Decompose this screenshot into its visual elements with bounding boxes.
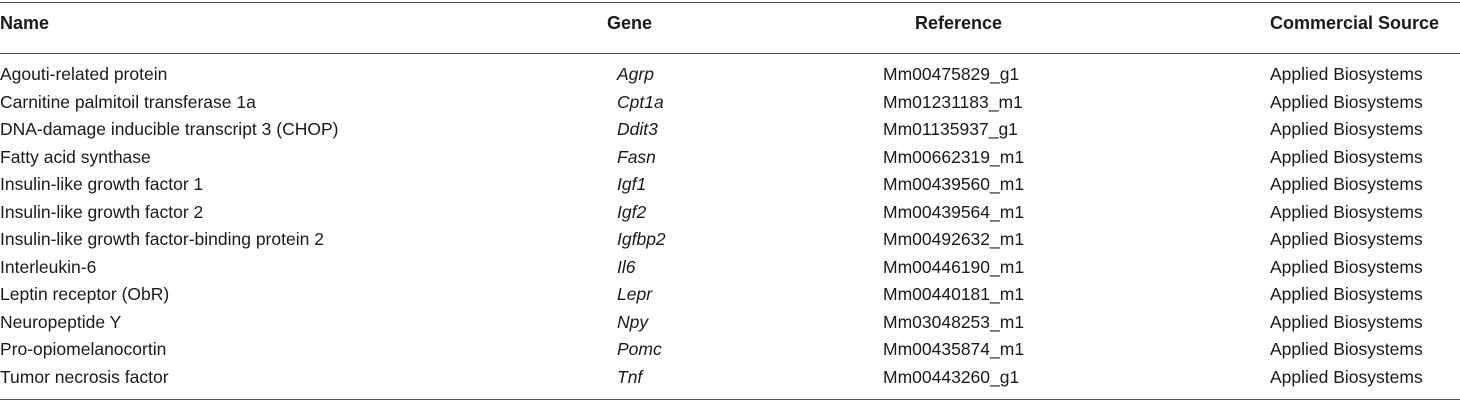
cell-source: Applied Biosystems (1270, 311, 1423, 332)
cell-reference: Mm00475829_g1 (883, 64, 1020, 84)
header-rule (0, 53, 1460, 54)
cell-name: Fatty acid synthase (0, 146, 151, 167)
cell-source: Applied Biosystems (1270, 256, 1423, 277)
cell-gene: Igfbp2 (617, 229, 666, 249)
header-source: Commercial Source (1270, 13, 1440, 33)
cell-reference: Mm03048253_m1 (883, 311, 1025, 332)
cell-name: Tumor necrosis factor (0, 366, 169, 387)
table-row: DNA-damage inducible transcript 3 (CHOP)… (0, 117, 1460, 145)
cell-name: Insulin-like growth factor 2 (0, 201, 204, 222)
cell-reference: Mm00439564_m1 (883, 201, 1025, 222)
cell-source: Applied Biosystems (1270, 229, 1423, 249)
table-row: Insulin-like growth factor 2 Igf2 Mm0043… (0, 200, 1460, 228)
cell-gene: Ddit3 (617, 119, 658, 139)
top-rule (0, 2, 1460, 3)
cell-reference: Mm01231183_m1 (883, 91, 1023, 112)
cell-name: Pro-opiomelanocortin (0, 339, 167, 359)
cell-source: Applied Biosystems (1270, 284, 1423, 304)
cell-source: Applied Biosystems (1270, 339, 1423, 359)
cell-name: Neuropeptide Y (0, 311, 122, 332)
bottom-rule (0, 399, 1460, 400)
table-row: Insulin-like growth factor-binding prote… (0, 227, 1460, 255)
table-header: Name Gene Reference Commercial Source (0, 13, 1460, 41)
cell-source: Applied Biosystems (1270, 366, 1423, 387)
cell-source: Applied Biosystems (1270, 146, 1423, 167)
cell-reference: Mm00446190_m1 (883, 256, 1025, 277)
cell-name: DNA-damage inducible transcript 3 (CHOP) (0, 119, 339, 139)
table-row: Carnitine palmitoil transferase 1a Cpt1a… (0, 90, 1460, 118)
cell-source: Applied Biosystems (1270, 201, 1423, 222)
table-row: Tumor necrosis factor Tnf Mm00443260_g1 … (0, 365, 1460, 393)
cell-gene: Cpt1a (617, 91, 664, 112)
table-row: Interleukin-6 Il6 Mm00446190_m1 Applied … (0, 255, 1460, 283)
cell-source: Applied Biosystems (1270, 119, 1423, 139)
header-gene: Gene (607, 13, 653, 33)
cell-gene: Fasn (617, 146, 656, 167)
cell-reference: Mm00440181_m1 (883, 284, 1025, 304)
cell-source: Applied Biosystems (1270, 91, 1423, 112)
cell-reference: Mm00492632_m1 (883, 229, 1025, 249)
table-row: Neuropeptide Y Npy Mm03048253_m1 Applied… (0, 310, 1460, 338)
cell-name: Leptin receptor (ObR) (0, 284, 170, 304)
cell-source: Applied Biosystems (1270, 64, 1423, 84)
cell-name: Interleukin-6 (0, 256, 97, 277)
cell-gene: Agrp (617, 64, 654, 84)
table-row: Insulin-like growth factor 1 Igf1 Mm0043… (0, 172, 1460, 200)
cell-gene: Tnf (617, 366, 643, 387)
table-row: Fatty acid synthase Fasn Mm00662319_m1 A… (0, 145, 1460, 173)
header-name: Name (0, 13, 50, 33)
cell-name: Insulin-like growth factor-binding prote… (0, 229, 324, 249)
table-row: Leptin receptor (ObR) Lepr Mm00440181_m1… (0, 282, 1460, 310)
cell-reference: Mm00443260_g1 (883, 366, 1020, 387)
cell-name: Agouti-related protein (0, 64, 168, 84)
table-row: Pro-opiomelanocortin Pomc Mm00435874_m1 … (0, 337, 1460, 365)
table-body: Agouti-related protein Agrp Mm00475829_g… (0, 62, 1460, 392)
cell-gene: Igf1 (617, 174, 647, 194)
cell-reference: Mm00435874_m1 (883, 339, 1025, 359)
cell-gene: Igf2 (617, 201, 647, 222)
cell-gene: Il6 (617, 256, 636, 277)
header-reference: Reference (915, 13, 1003, 33)
cell-name: Carnitine palmitoil transferase 1a (0, 91, 256, 112)
cell-reference: Mm00439560_m1 (883, 174, 1025, 194)
cell-gene: Npy (617, 311, 649, 332)
table-row: Agouti-related protein Agrp Mm00475829_g… (0, 62, 1460, 90)
cell-reference: Mm00662319_m1 (883, 146, 1025, 167)
cell-gene: Pomc (617, 339, 662, 359)
cell-gene: Lepr (617, 284, 653, 304)
cell-source: Applied Biosystems (1270, 174, 1423, 194)
cell-name: Insulin-like growth factor 1 (0, 174, 204, 194)
cell-reference: Mm01135937_g1 (883, 119, 1018, 139)
